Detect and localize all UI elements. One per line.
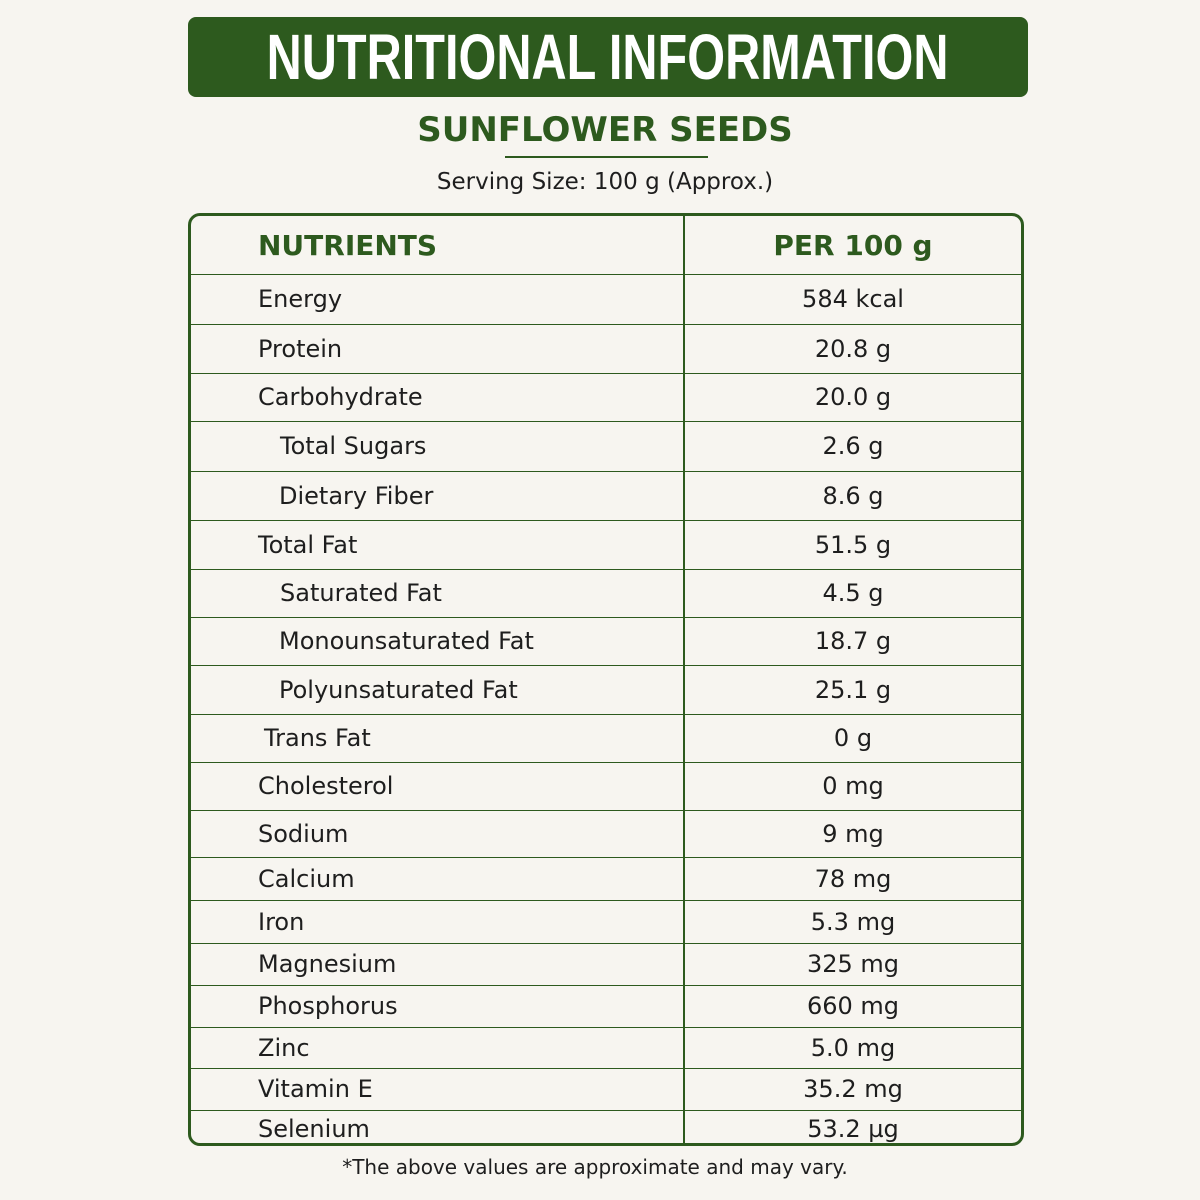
nutrient-name: Calcium xyxy=(258,864,355,893)
nutrient-value: 53.2 µg xyxy=(807,1115,899,1144)
nutrient-name: Cholesterol xyxy=(258,772,394,801)
nutrition-table: NUTRIENTS PER 100 g Energy 584 kcal Protein 2… xyxy=(188,213,1024,1146)
table-row: Iron 5.3 mg xyxy=(191,901,1021,944)
subtitle: SUNFLOWER SEEDS xyxy=(417,110,793,150)
nutrient-name: Monounsaturated Fat xyxy=(279,627,534,656)
serving-size: Serving Size: 100 g (Approx.) xyxy=(436,169,774,195)
nutrient-name: Zinc xyxy=(258,1033,310,1062)
nutrient-value: 8.6 g xyxy=(822,481,884,510)
nutrient-name: Dietary Fiber xyxy=(279,481,434,510)
nutrient-name: Selenium xyxy=(258,1115,370,1144)
nutrient-value: 20.0 g xyxy=(814,383,892,412)
table-row: Calcium 78 mg xyxy=(191,858,1021,901)
footnote: *The above values are approximate and ma… xyxy=(342,1155,848,1179)
nutrient-name: Energy xyxy=(258,285,343,314)
nutrient-value: 2.6 g xyxy=(822,432,884,461)
table-row: Sodium 9 mg xyxy=(191,811,1021,858)
table-row: Polyunsaturated Fat 25.1 g xyxy=(191,666,1021,715)
nutrient-value: 25.1 g xyxy=(814,675,892,704)
nutrient-value: 660 mg xyxy=(806,992,900,1021)
table-row: Zinc 5.0 mg xyxy=(191,1028,1021,1069)
nutrient-name: Iron xyxy=(258,907,305,936)
nutrient-name: Carbohydrate xyxy=(258,383,423,412)
nutrient-name: Saturated Fat xyxy=(280,579,442,608)
nutrient-name: Total Sugars xyxy=(280,432,427,461)
nutrient-name: Polyunsaturated Fat xyxy=(279,675,518,704)
nutrient-name: Magnesium xyxy=(258,950,397,979)
nutrient-value: 51.5 g xyxy=(814,530,892,559)
table-row: Magnesium 325 mg xyxy=(191,944,1021,986)
column-header: NUTRIENTS xyxy=(258,228,438,262)
table-row: Protein 20.8 g xyxy=(191,325,1021,374)
table-row: Carbohydrate 20.0 g xyxy=(191,374,1021,422)
nutrient-name: Vitamin E xyxy=(258,1075,373,1104)
table-row: Energy 584 kcal xyxy=(191,275,1021,325)
nutrient-value: 0 mg xyxy=(822,772,884,801)
nutrient-value: 18.7 g xyxy=(814,627,892,656)
nutrient-value: 35.2 mg xyxy=(803,1075,903,1104)
column-header: PER 100 g xyxy=(773,228,933,262)
nutrient-value: 5.3 mg xyxy=(810,907,896,936)
table-row: Cholesterol 0 mg xyxy=(191,763,1021,811)
nutrient-value: 4.5 g xyxy=(822,579,884,608)
column-divider xyxy=(683,216,685,1143)
header-row: NUTRIENTS PER 100 g xyxy=(191,216,1021,275)
nutrient-name: Total Fat xyxy=(258,530,358,559)
table-row: Total Sugars 2.6 g xyxy=(191,422,1021,472)
subtitle-rule xyxy=(505,156,708,158)
nutrient-value: 5.0 mg xyxy=(810,1033,896,1062)
table-row: Dietary Fiber 8.6 g xyxy=(191,472,1021,521)
nutrient-name: Sodium xyxy=(258,819,349,848)
table-row: Vitamin E 35.2 mg xyxy=(191,1069,1021,1111)
nutrient-value: 0 g xyxy=(833,724,873,753)
table-row: Phosphorus 660 mg xyxy=(191,986,1021,1028)
nutrient-name: Phosphorus xyxy=(258,992,398,1021)
table-row: Trans Fat 0 g xyxy=(191,715,1021,763)
nutrient-value: 20.8 g xyxy=(814,334,892,363)
title-banner: NUTRITIONAL INFORMATION xyxy=(188,17,1028,97)
title: NUTRITIONAL INFORMATION xyxy=(267,21,949,93)
table-row: Saturated Fat 4.5 g xyxy=(191,570,1021,618)
nutrient-name: Trans Fat xyxy=(264,724,371,753)
nutrient-value: 325 mg xyxy=(806,950,900,979)
nutrient-value: 9 mg xyxy=(822,819,884,848)
table-row: Selenium 53.2 µg xyxy=(191,1111,1021,1144)
table-row: Total Fat 51.5 g xyxy=(191,521,1021,570)
table-row: Monounsaturated Fat 18.7 g xyxy=(191,618,1021,666)
nutrient-name: Protein xyxy=(258,334,343,363)
nutrient-value: 584 kcal xyxy=(802,285,904,314)
nutrient-value: 78 mg xyxy=(814,864,892,893)
